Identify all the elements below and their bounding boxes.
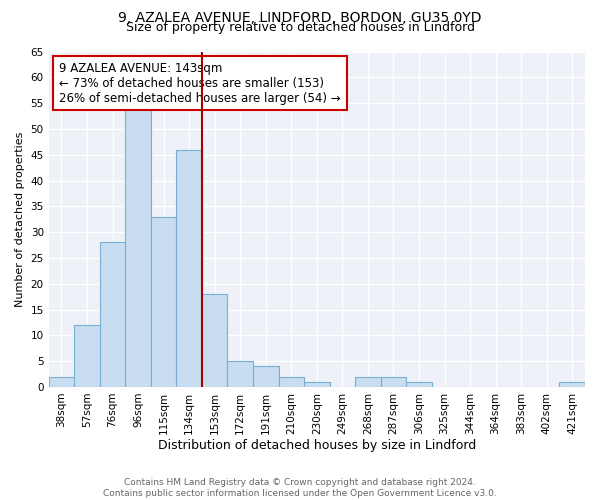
Bar: [406, 382, 432, 387]
Bar: [74, 325, 100, 387]
Bar: [202, 294, 227, 387]
Bar: [253, 366, 278, 387]
Bar: [49, 376, 74, 387]
Bar: [355, 376, 380, 387]
Text: 9, AZALEA AVENUE, LINDFORD, BORDON, GU35 0YD: 9, AZALEA AVENUE, LINDFORD, BORDON, GU35…: [118, 11, 482, 25]
X-axis label: Distribution of detached houses by size in Lindford: Distribution of detached houses by size …: [158, 440, 476, 452]
Bar: [151, 216, 176, 387]
Bar: [227, 361, 253, 387]
Bar: [125, 108, 151, 387]
Bar: [100, 242, 125, 387]
Bar: [380, 376, 406, 387]
Bar: [278, 376, 304, 387]
Bar: [176, 150, 202, 387]
Y-axis label: Number of detached properties: Number of detached properties: [15, 132, 25, 307]
Text: Size of property relative to detached houses in Lindford: Size of property relative to detached ho…: [125, 22, 475, 35]
Text: Contains HM Land Registry data © Crown copyright and database right 2024.
Contai: Contains HM Land Registry data © Crown c…: [103, 478, 497, 498]
Bar: [304, 382, 329, 387]
Bar: [559, 382, 585, 387]
Text: 9 AZALEA AVENUE: 143sqm
← 73% of detached houses are smaller (153)
26% of semi-d: 9 AZALEA AVENUE: 143sqm ← 73% of detache…: [59, 62, 341, 104]
